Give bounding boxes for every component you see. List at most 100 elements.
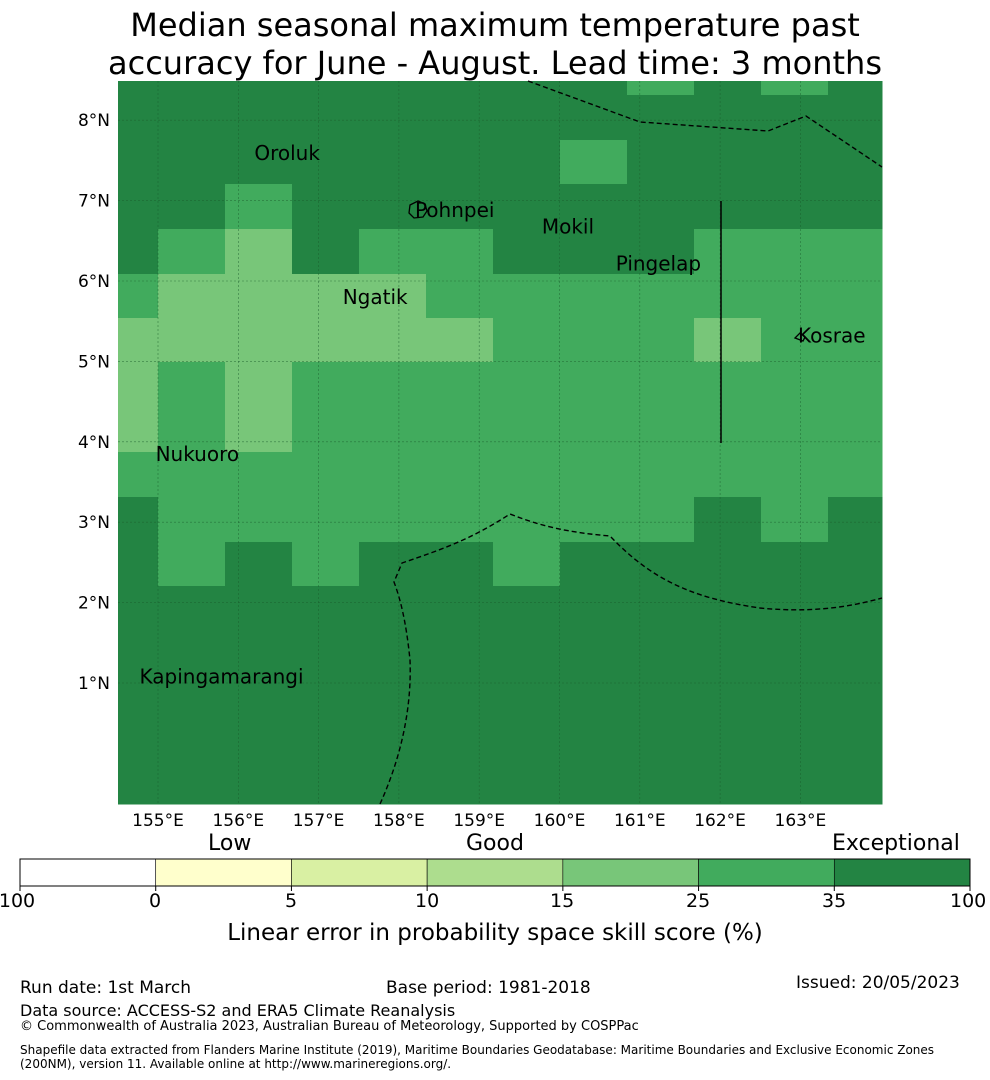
skill-cell [426, 81, 494, 96]
skill-cell [118, 95, 159, 141]
skill-cell [761, 497, 829, 543]
latitude-label: 2°N [78, 594, 110, 614]
skill-cell [694, 407, 762, 453]
pohnpei-island-outline [408, 200, 428, 219]
colorbar-segment [426, 858, 564, 887]
place-label-nukuoro: Nukuoro [156, 442, 240, 466]
skill-cell [627, 274, 695, 319]
skill-cell [828, 452, 883, 498]
skill-cell [627, 140, 695, 185]
skill-cell [118, 631, 159, 805]
skill-grid [118, 81, 883, 805]
skill-cell [627, 318, 695, 363]
longitude-label: 155°E [132, 811, 184, 831]
place-label-pohnpei: Pohnpei [415, 198, 495, 222]
skill-cell [627, 184, 695, 230]
skill-cell [292, 274, 360, 319]
skill-cell [225, 631, 293, 805]
skill-cell [118, 497, 159, 543]
place-label-kapingamarangi: Kapingamarangi [140, 665, 304, 689]
skill-cell [359, 229, 427, 275]
skill-cell [158, 407, 226, 453]
skill-cell [493, 318, 561, 363]
skill-cell [627, 81, 695, 96]
skill-cell [292, 140, 360, 185]
place-labels: Oroluk Pohnpei Mokil Pingelap Ngatik Kosrae Nu… [140, 141, 866, 688]
skill-cell [828, 81, 883, 96]
skill-cell [560, 586, 628, 632]
skill-cell [694, 631, 762, 805]
place-label-ngatik: Ngatik [343, 285, 408, 309]
longitude-label: 156°E [212, 811, 264, 831]
skill-cell [158, 140, 226, 185]
skill-cell [761, 452, 829, 498]
skill-cell [225, 184, 293, 230]
skill-cell [158, 542, 226, 587]
skill-cell [292, 497, 360, 543]
skill-cell [828, 229, 883, 275]
skill-cell [225, 274, 293, 319]
skill-cell [493, 184, 561, 230]
colorbar-tick: 100 [950, 890, 987, 912]
skill-cell [359, 81, 427, 96]
skill-cell [292, 184, 360, 230]
colorbar-word-good: Good [466, 831, 524, 856]
latitude-label: 6°N [78, 272, 110, 292]
skill-cell [761, 140, 829, 185]
longitude-label: 158°E [373, 811, 425, 831]
place-label-kosrae: Kosrae [798, 324, 866, 348]
skill-cell [828, 586, 883, 632]
skill-cell [560, 362, 628, 408]
skill-cell [426, 362, 494, 408]
eez-boundaries [379, 80, 883, 805]
skill-cell [118, 81, 159, 96]
skill-cell [426, 407, 494, 453]
skill-cell [225, 452, 293, 498]
skill-cell [158, 318, 226, 363]
skill-cell [158, 362, 226, 408]
skill-cell [761, 274, 829, 319]
skill-cell [359, 140, 427, 185]
skill-cell [292, 95, 360, 141]
skill-cell [359, 274, 427, 319]
skill-cell [694, 184, 762, 230]
skill-cell [828, 318, 883, 363]
skill-cell [118, 229, 159, 275]
skill-cell [828, 542, 883, 587]
skill-cell [828, 95, 883, 141]
colorbar-segment [19, 858, 157, 887]
island-outlines [408, 200, 806, 342]
skill-cell [627, 229, 695, 275]
skill-cell [426, 229, 494, 275]
skill-cell [694, 95, 762, 141]
skill-cell [118, 274, 159, 319]
skill-cell [560, 542, 628, 587]
run-date: Run date: 1st March [20, 978, 192, 998]
skill-cell [292, 586, 360, 632]
colorbar-tick: 10 [415, 890, 440, 912]
skill-cell [426, 274, 494, 319]
skill-cell [292, 407, 360, 453]
colorbar-segment [833, 858, 971, 887]
colorbar-tick: 15 [550, 890, 575, 912]
skill-cell [118, 586, 159, 632]
skill-cell [828, 184, 883, 230]
skill-cell [225, 362, 293, 408]
colorbar-word-exceptional: Exceptional [832, 831, 960, 856]
skill-cell [225, 497, 293, 543]
skill-cell [359, 586, 427, 632]
skill-cell [359, 631, 427, 805]
skill-cell [828, 140, 883, 185]
skill-cell [493, 95, 561, 141]
graticule [118, 81, 882, 804]
skill-cell [627, 452, 695, 498]
skill-cell [560, 497, 628, 543]
skill-cell [560, 318, 628, 363]
colorbar-tick: 25 [686, 890, 711, 912]
skill-cell [560, 95, 628, 141]
skill-cell [493, 81, 561, 96]
colorbar-tick: 35 [822, 890, 847, 912]
skill-cell [493, 362, 561, 408]
skill-cell [694, 81, 762, 96]
